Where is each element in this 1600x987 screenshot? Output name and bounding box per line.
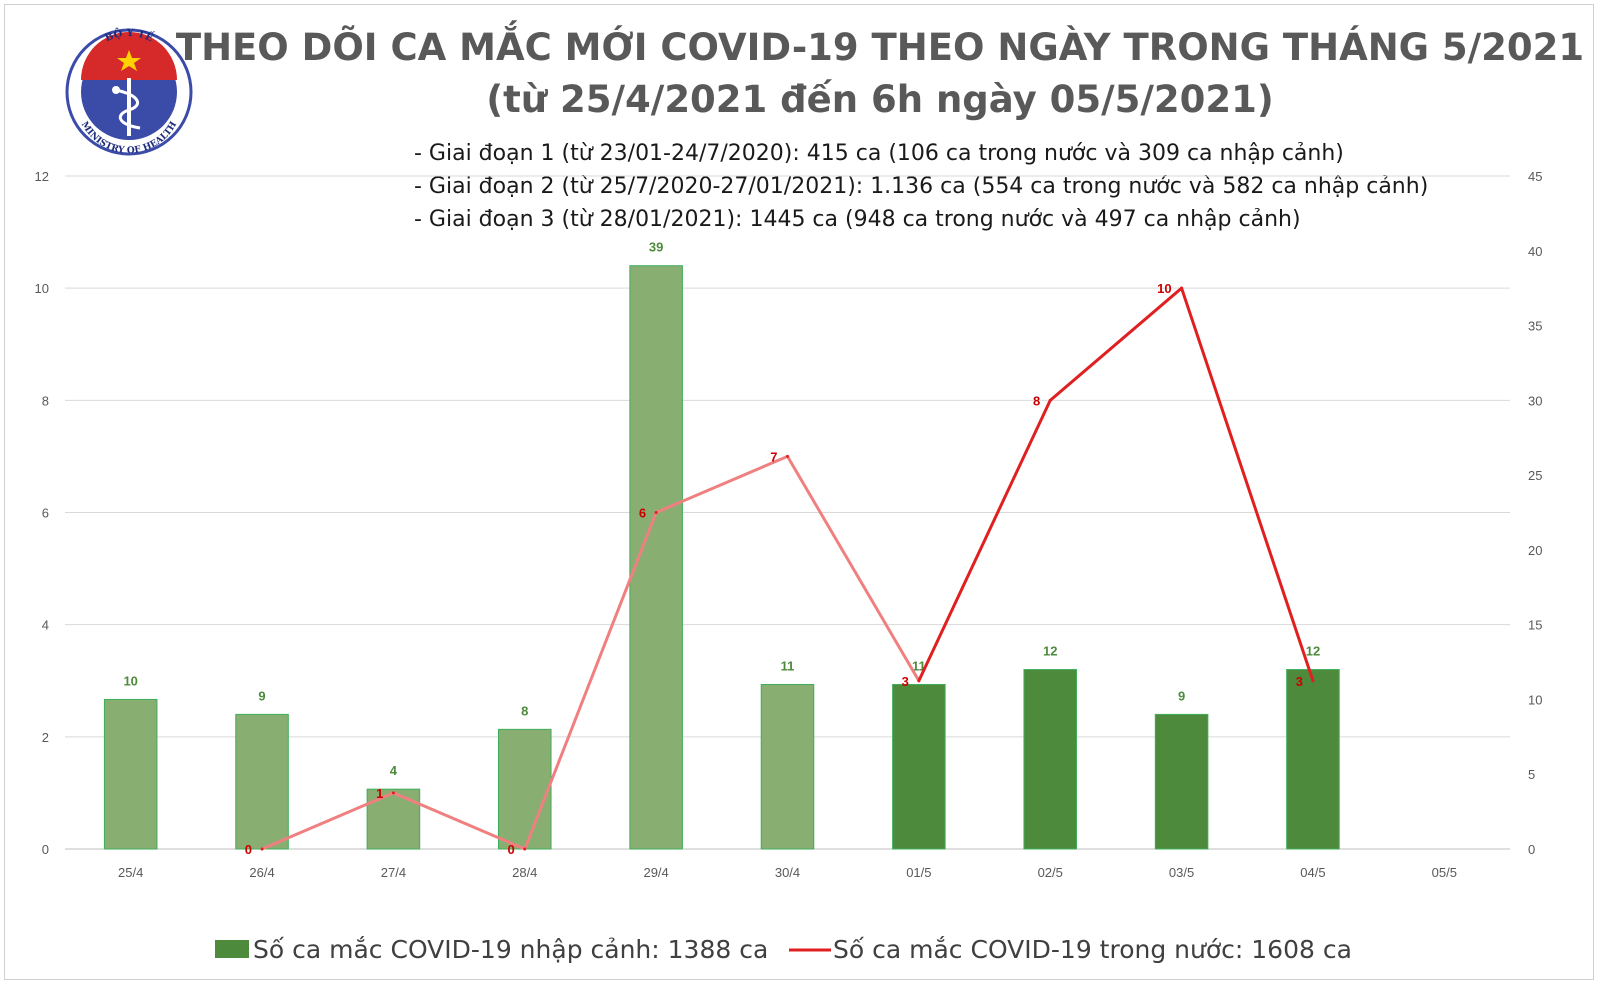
line-value-label: 8: [1033, 393, 1040, 408]
chart-subtitle: (từ 25/4/2021 đến 6h ngày 05/5/2021): [486, 78, 1274, 121]
line-value-label: 0: [245, 842, 252, 857]
bar-value-label: 39: [649, 240, 663, 255]
y-right-tick-label: 5: [1528, 767, 1535, 782]
legend-bar-label: Số ca mắc COVID-19 nhập cảnh: 1388 ca: [253, 935, 768, 964]
y-right-tick-label: 30: [1528, 393, 1542, 408]
y-right-tick-label: 35: [1528, 319, 1542, 334]
line-value-label: 3: [902, 674, 909, 689]
x-tick-label: 26/4: [249, 865, 274, 880]
line-value-label: 10: [1157, 281, 1171, 296]
bar-27/4: [366, 788, 421, 850]
y-right-tick-label: 0: [1528, 842, 1535, 857]
note-phase-2: - Giai đoạn 2 (từ 25/7/2020-27/01/2021):…: [414, 174, 1428, 199]
x-tick-label: 03/5: [1169, 865, 1194, 880]
bar-25/4: [103, 698, 158, 850]
line-segment: [917, 398, 1052, 683]
y-left-tick-label: 0: [42, 842, 49, 857]
x-tick-label: 04/5: [1300, 865, 1325, 880]
logo-star-icon: [117, 50, 141, 71]
x-tick-label: 30/4: [775, 865, 800, 880]
y-left-tick-label: 12: [35, 169, 49, 184]
bar-01/5: [892, 683, 946, 850]
legend-bar-swatch: [215, 940, 249, 958]
note-phase-3: - Giai đoạn 3 (từ 28/01/2021): 1445 ca (…: [414, 207, 1301, 232]
bar-26/4: [235, 713, 289, 850]
legend-line-label: Số ca mắc COVID-19 trong nước: 1608 ca: [833, 935, 1352, 964]
y-right-tick-label: 40: [1528, 244, 1542, 259]
line-point: [1311, 679, 1315, 683]
line-point: [523, 847, 527, 851]
line-point: [1180, 286, 1184, 290]
line-segment: [260, 791, 395, 851]
x-tick-label: 29/4: [643, 865, 668, 880]
y-right-tick-label: 25: [1528, 468, 1542, 483]
line-segment: [391, 791, 527, 851]
line-value-label: 0: [508, 842, 515, 857]
y-left-tick-label: 8: [42, 393, 49, 408]
y-right-tick-label: 20: [1528, 543, 1542, 558]
line-segment: [1180, 286, 1315, 683]
caduceus-icon: [112, 78, 141, 136]
line-point: [917, 679, 921, 683]
x-tick-label: 27/4: [381, 865, 406, 880]
y-right-tick-label: 10: [1528, 692, 1542, 707]
line-value-label: 6: [639, 506, 646, 521]
bar-value-label: 12: [1043, 644, 1057, 659]
y-left-tick-label: 4: [42, 618, 49, 633]
y-left-tick-label: 2: [42, 730, 49, 745]
line-value-label: 3: [1296, 674, 1303, 689]
x-tick-label: 05/5: [1432, 865, 1457, 880]
note-phase-1: - Giai đoạn 1 (từ 23/01-24/7/2020): 415 …: [414, 141, 1344, 166]
x-tick-label: 02/5: [1038, 865, 1063, 880]
bar-03/5: [1154, 713, 1209, 850]
line-segment: [523, 511, 658, 851]
line-point: [391, 791, 395, 795]
bar-value-label: 10: [123, 673, 137, 688]
bar-value-label: 9: [258, 688, 265, 703]
bar-04/5: [1286, 669, 1340, 850]
y-left-tick-label: 10: [35, 281, 49, 296]
y-right-tick-label: 15: [1528, 618, 1542, 633]
bar-value-label: 12: [1306, 644, 1320, 659]
bar-value-label: 11: [912, 658, 926, 673]
x-tick-label: 01/5: [906, 865, 931, 880]
y-left-tick-label: 6: [42, 506, 49, 521]
bar-value-label: 8: [521, 703, 528, 718]
chart-title: THEO DÕI CA MẮC MỚI COVID-19 THEO NGÀY T…: [176, 20, 1584, 69]
legend: Số ca mắc COVID-19 nhập cảnh: 1388 ca Số…: [215, 935, 1352, 964]
line-segment: [654, 454, 789, 514]
ministry-of-health-logo: BỘ Y TẾ MINISTRY OF HEALTH: [65, 27, 193, 156]
bar-30/4: [760, 683, 815, 850]
line-point: [786, 454, 789, 458]
line-point: [260, 847, 264, 851]
x-tick-label: 28/4: [512, 865, 537, 880]
line-point: [654, 511, 658, 514]
line-segment: [786, 454, 921, 683]
line-point: [1048, 398, 1052, 402]
logo-top-text: BỘ Y TẾ: [103, 27, 155, 44]
x-tick-label: 25/4: [118, 865, 143, 880]
y-right-tick-label: 45: [1528, 169, 1542, 184]
bar-28/4: [498, 728, 552, 850]
bar-value-label: 4: [390, 763, 398, 778]
line-value-label: 7: [770, 449, 777, 464]
line-value-label: 1: [376, 786, 383, 801]
bar-value-label: 11: [781, 658, 795, 673]
line-segment: [1048, 286, 1184, 402]
bar-value-label: 9: [1178, 688, 1185, 703]
bar-02/5: [1023, 669, 1077, 850]
